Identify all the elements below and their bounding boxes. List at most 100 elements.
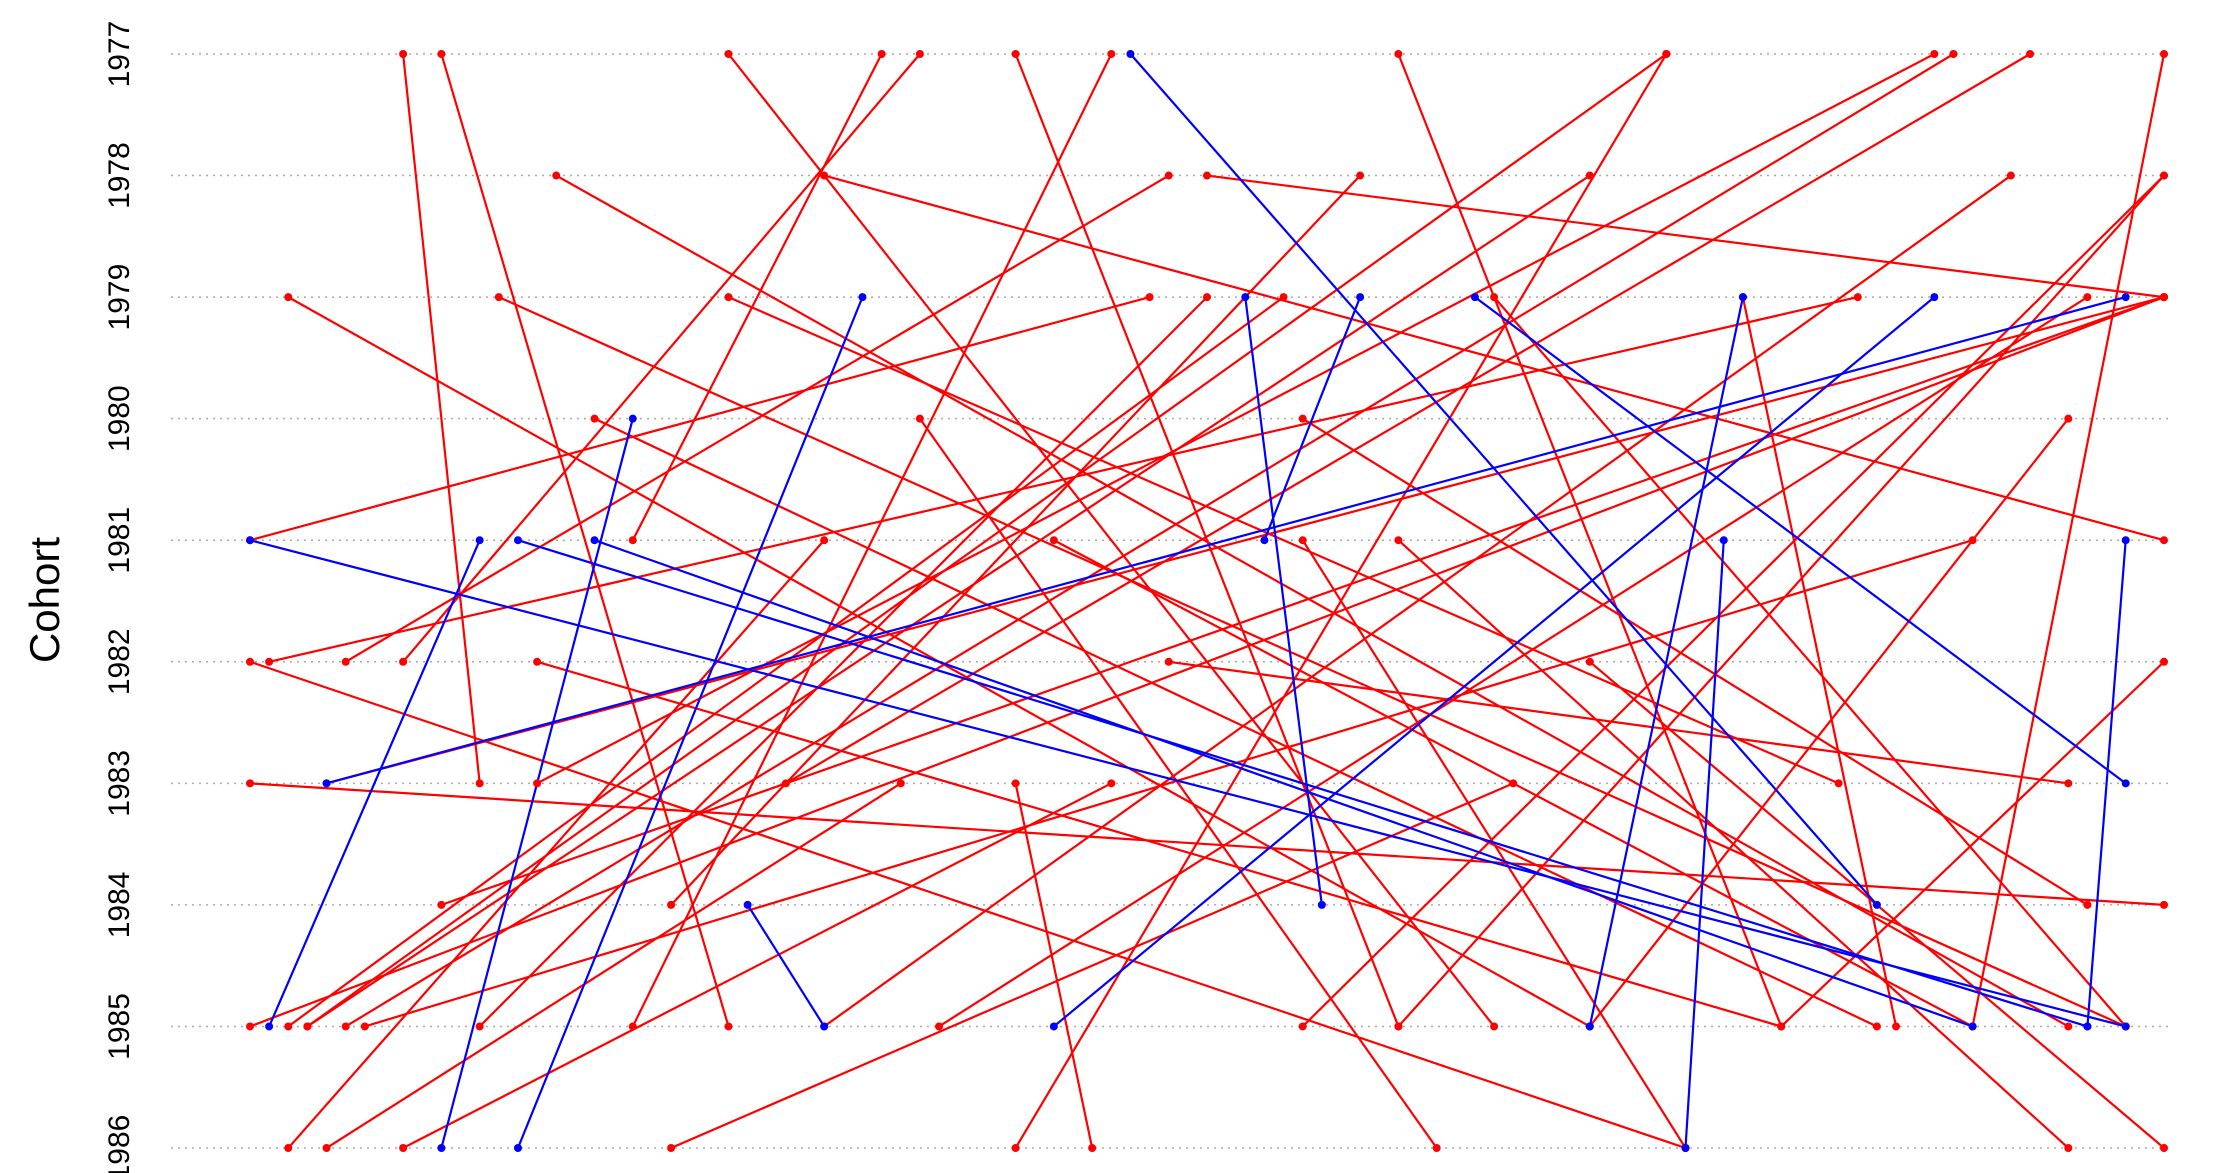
edge	[746, 904, 826, 1028]
edge	[823, 174, 2165, 542]
node	[1834, 779, 1843, 788]
edge	[1780, 660, 2165, 1028]
node	[724, 1022, 733, 1031]
node	[724, 293, 733, 302]
edge	[306, 53, 1668, 1028]
edge	[594, 539, 1973, 1028]
node	[896, 779, 905, 788]
node	[284, 293, 293, 302]
edge	[516, 296, 864, 1149]
edge	[536, 53, 1935, 785]
node	[284, 1144, 293, 1152]
edge	[919, 418, 1438, 1149]
edge	[287, 539, 826, 1149]
node	[724, 50, 733, 58]
y-axis-label: Cohort	[21, 537, 68, 663]
node	[1394, 536, 1403, 545]
node	[1049, 536, 1058, 545]
edge	[1493, 296, 2127, 1028]
node	[265, 1022, 274, 1031]
node	[552, 171, 561, 180]
y-tick-label: 1982	[103, 628, 136, 695]
edge	[594, 417, 1878, 1028]
node	[590, 414, 599, 423]
node	[667, 900, 676, 909]
edge	[728, 296, 1840, 785]
node	[1930, 293, 1939, 302]
node	[246, 657, 254, 666]
node	[820, 1022, 829, 1031]
node	[1145, 293, 1154, 302]
node	[246, 536, 254, 545]
node	[1203, 171, 1211, 180]
node	[437, 900, 446, 909]
node	[1164, 171, 1173, 180]
node	[2064, 414, 2073, 423]
edge	[670, 782, 1514, 1150]
node	[1298, 414, 1307, 423]
node	[590, 536, 599, 545]
edge	[631, 53, 1113, 1027]
edge	[517, 539, 2088, 1028]
edge	[785, 53, 2031, 785]
node	[2121, 293, 2130, 302]
node	[1968, 536, 1977, 545]
edge	[325, 782, 902, 1149]
y-tick-label: 1977	[103, 21, 136, 88]
node	[858, 293, 867, 302]
edge	[498, 296, 2127, 1028]
node	[2121, 536, 2130, 545]
node	[1356, 171, 1365, 180]
node	[1203, 293, 1211, 302]
node	[2160, 536, 2168, 545]
edge	[1684, 540, 1725, 1149]
edge	[727, 53, 1495, 1028]
node	[877, 50, 886, 58]
node	[341, 1022, 350, 1031]
node	[475, 1022, 484, 1031]
node	[265, 657, 274, 666]
node	[1394, 50, 1403, 58]
node	[1872, 900, 1881, 909]
node	[1260, 536, 1269, 545]
node	[533, 779, 542, 788]
node	[2160, 50, 2168, 58]
node	[399, 50, 408, 58]
edge	[1014, 783, 1094, 1149]
node	[1470, 293, 1479, 302]
node	[1585, 171, 1594, 180]
node	[915, 414, 924, 423]
node	[1011, 1144, 1020, 1152]
node	[2083, 1022, 2092, 1031]
node	[2160, 293, 2168, 302]
edge	[326, 296, 2127, 785]
node	[2064, 779, 2073, 788]
y-tick-label: 1984	[103, 872, 136, 939]
edge	[1301, 174, 2165, 1028]
edge	[345, 53, 1955, 1028]
edge	[345, 174, 1170, 663]
node	[494, 293, 503, 302]
node	[1585, 657, 1594, 666]
edge	[555, 174, 2069, 1028]
edge	[1971, 53, 2166, 1027]
y-tick-label: 1981	[103, 507, 136, 574]
node	[1298, 536, 1307, 545]
edge	[478, 296, 1208, 1028]
node	[1011, 779, 1020, 788]
node	[513, 1144, 522, 1152]
node	[475, 536, 484, 545]
node	[246, 779, 254, 788]
edge	[631, 53, 883, 541]
edge	[1397, 174, 2165, 1028]
node	[1719, 536, 1728, 545]
node	[1279, 293, 1288, 302]
node	[781, 779, 790, 788]
node	[820, 536, 829, 545]
node	[1394, 1022, 1403, 1031]
edge	[402, 53, 481, 784]
node	[2121, 779, 2130, 788]
edge	[1741, 296, 1898, 1027]
node	[628, 414, 637, 423]
